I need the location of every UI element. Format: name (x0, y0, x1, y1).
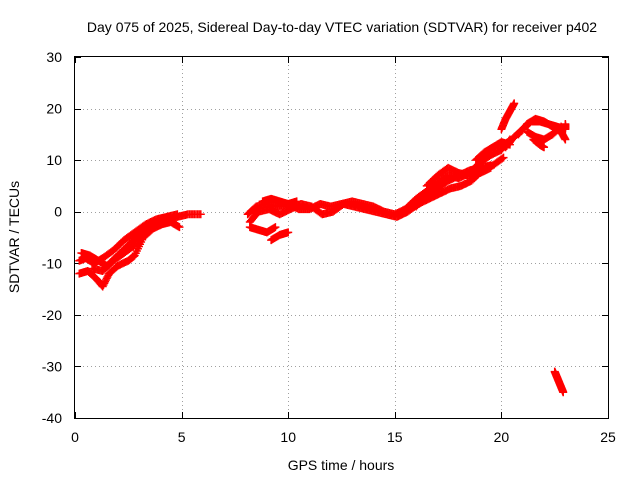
data-point (292, 197, 301, 206)
x-tick-label: 15 (387, 429, 403, 445)
data-point (540, 143, 549, 152)
x-tick-label: 10 (280, 429, 296, 445)
data-point (510, 99, 519, 108)
data-point (561, 135, 570, 144)
y-tick-label: 10 (46, 152, 62, 168)
x-axis-label: GPS time / hours (288, 457, 395, 473)
y-tick-label: 20 (46, 101, 62, 117)
data-point (284, 228, 293, 237)
y-tick-label: -20 (42, 307, 62, 323)
y-tick-label: -10 (42, 255, 62, 271)
x-tick-label: 20 (494, 429, 510, 445)
y-tick-label: -30 (42, 358, 62, 374)
data-point (486, 163, 495, 172)
data-point (561, 120, 570, 129)
y-tick-label: 0 (54, 204, 62, 220)
data-point (559, 388, 568, 397)
x-tick-label: 25 (600, 429, 616, 445)
x-tick-label: 5 (178, 429, 186, 445)
plot-frame (74, 56, 609, 419)
data-point (175, 223, 184, 232)
data-point (196, 210, 205, 219)
axis-ticks: 0 5 10 15 20 25 30 20 10 0 -10 -20 -30 -40 (42, 49, 616, 445)
grid-lines (75, 57, 608, 418)
data-point (556, 123, 565, 132)
y-tick-label: -40 (42, 410, 62, 426)
chart-title: Day 075 of 2025, Sidereal Day-to-day VTE… (87, 19, 597, 35)
data-point (499, 153, 508, 162)
data-point (498, 154, 507, 163)
x-tick-label: 0 (71, 429, 79, 445)
data-point (557, 122, 566, 131)
data-points (75, 99, 570, 397)
y-axis-label: SDTVAR / TECUs (6, 181, 22, 293)
data-point (271, 223, 280, 232)
y-tick-label: 30 (46, 49, 62, 65)
